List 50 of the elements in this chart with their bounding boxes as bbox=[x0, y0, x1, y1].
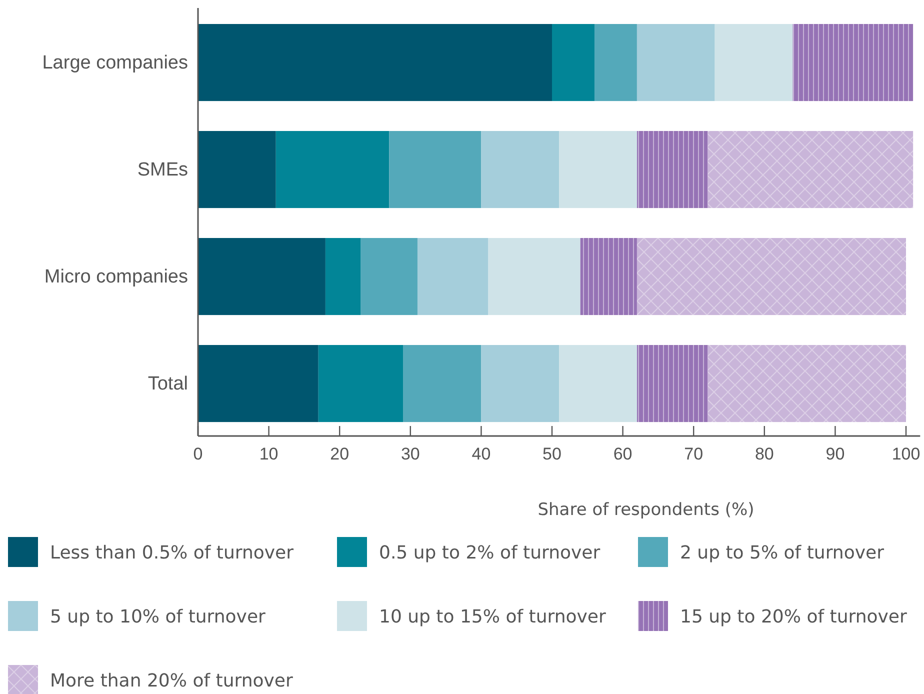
bar bbox=[417, 238, 488, 316]
x-tick-label: 90 bbox=[826, 444, 845, 464]
legend-label: Less than 0.5% of turnover bbox=[50, 542, 294, 564]
x-tick-label: 10 bbox=[259, 444, 278, 464]
x-tick-label: 80 bbox=[754, 444, 774, 464]
bar bbox=[403, 345, 482, 422]
bar bbox=[580, 238, 637, 316]
x-tick-label: 100 bbox=[892, 444, 920, 464]
bar bbox=[636, 24, 715, 102]
y-tick-label: Micro companies bbox=[44, 266, 188, 288]
bar bbox=[559, 345, 637, 422]
bar bbox=[708, 345, 906, 422]
legend-label: 10 up to 15% of turnover bbox=[379, 606, 606, 628]
y-tick-label: Large companies bbox=[42, 52, 188, 74]
x-tick-label: 70 bbox=[684, 444, 704, 464]
x-axis-title: Share of respondents (%) bbox=[538, 500, 754, 520]
bar bbox=[481, 345, 560, 422]
x-tick-label: 40 bbox=[472, 444, 491, 464]
bar bbox=[636, 345, 708, 422]
legend-label: 15 up to 20% of turnover bbox=[680, 606, 908, 628]
bar bbox=[481, 131, 560, 208]
bar bbox=[360, 238, 418, 316]
legend-label: 0.5 up to 2% of turnover bbox=[379, 542, 601, 564]
bar bbox=[325, 238, 361, 316]
bar bbox=[318, 345, 404, 422]
bar bbox=[594, 24, 637, 102]
bar bbox=[636, 131, 708, 208]
bar bbox=[636, 238, 906, 316]
x-tick-label: 60 bbox=[613, 444, 632, 464]
bar bbox=[708, 131, 914, 208]
bar bbox=[792, 24, 914, 102]
x-tick-label: 30 bbox=[400, 444, 420, 464]
bar bbox=[389, 131, 482, 208]
bar bbox=[276, 131, 390, 208]
bar bbox=[198, 131, 276, 208]
y-tick-label: Total bbox=[148, 374, 188, 395]
bar bbox=[714, 24, 793, 102]
bar bbox=[488, 238, 580, 316]
bar bbox=[198, 345, 318, 422]
bar bbox=[559, 131, 637, 208]
bar bbox=[198, 238, 326, 316]
x-tick-label: 20 bbox=[330, 444, 350, 464]
x-tick-label: 0 bbox=[193, 444, 203, 464]
bar bbox=[552, 24, 594, 102]
legend-label: 2 up to 5% of turnover bbox=[680, 542, 885, 564]
bar bbox=[198, 24, 552, 102]
legend-label: More than 20% of turnover bbox=[50, 670, 294, 692]
y-tick-label: SMEs bbox=[137, 160, 188, 181]
legend-label: 5 up to 10% of turnover bbox=[50, 606, 266, 628]
x-tick-label: 50 bbox=[542, 444, 562, 464]
